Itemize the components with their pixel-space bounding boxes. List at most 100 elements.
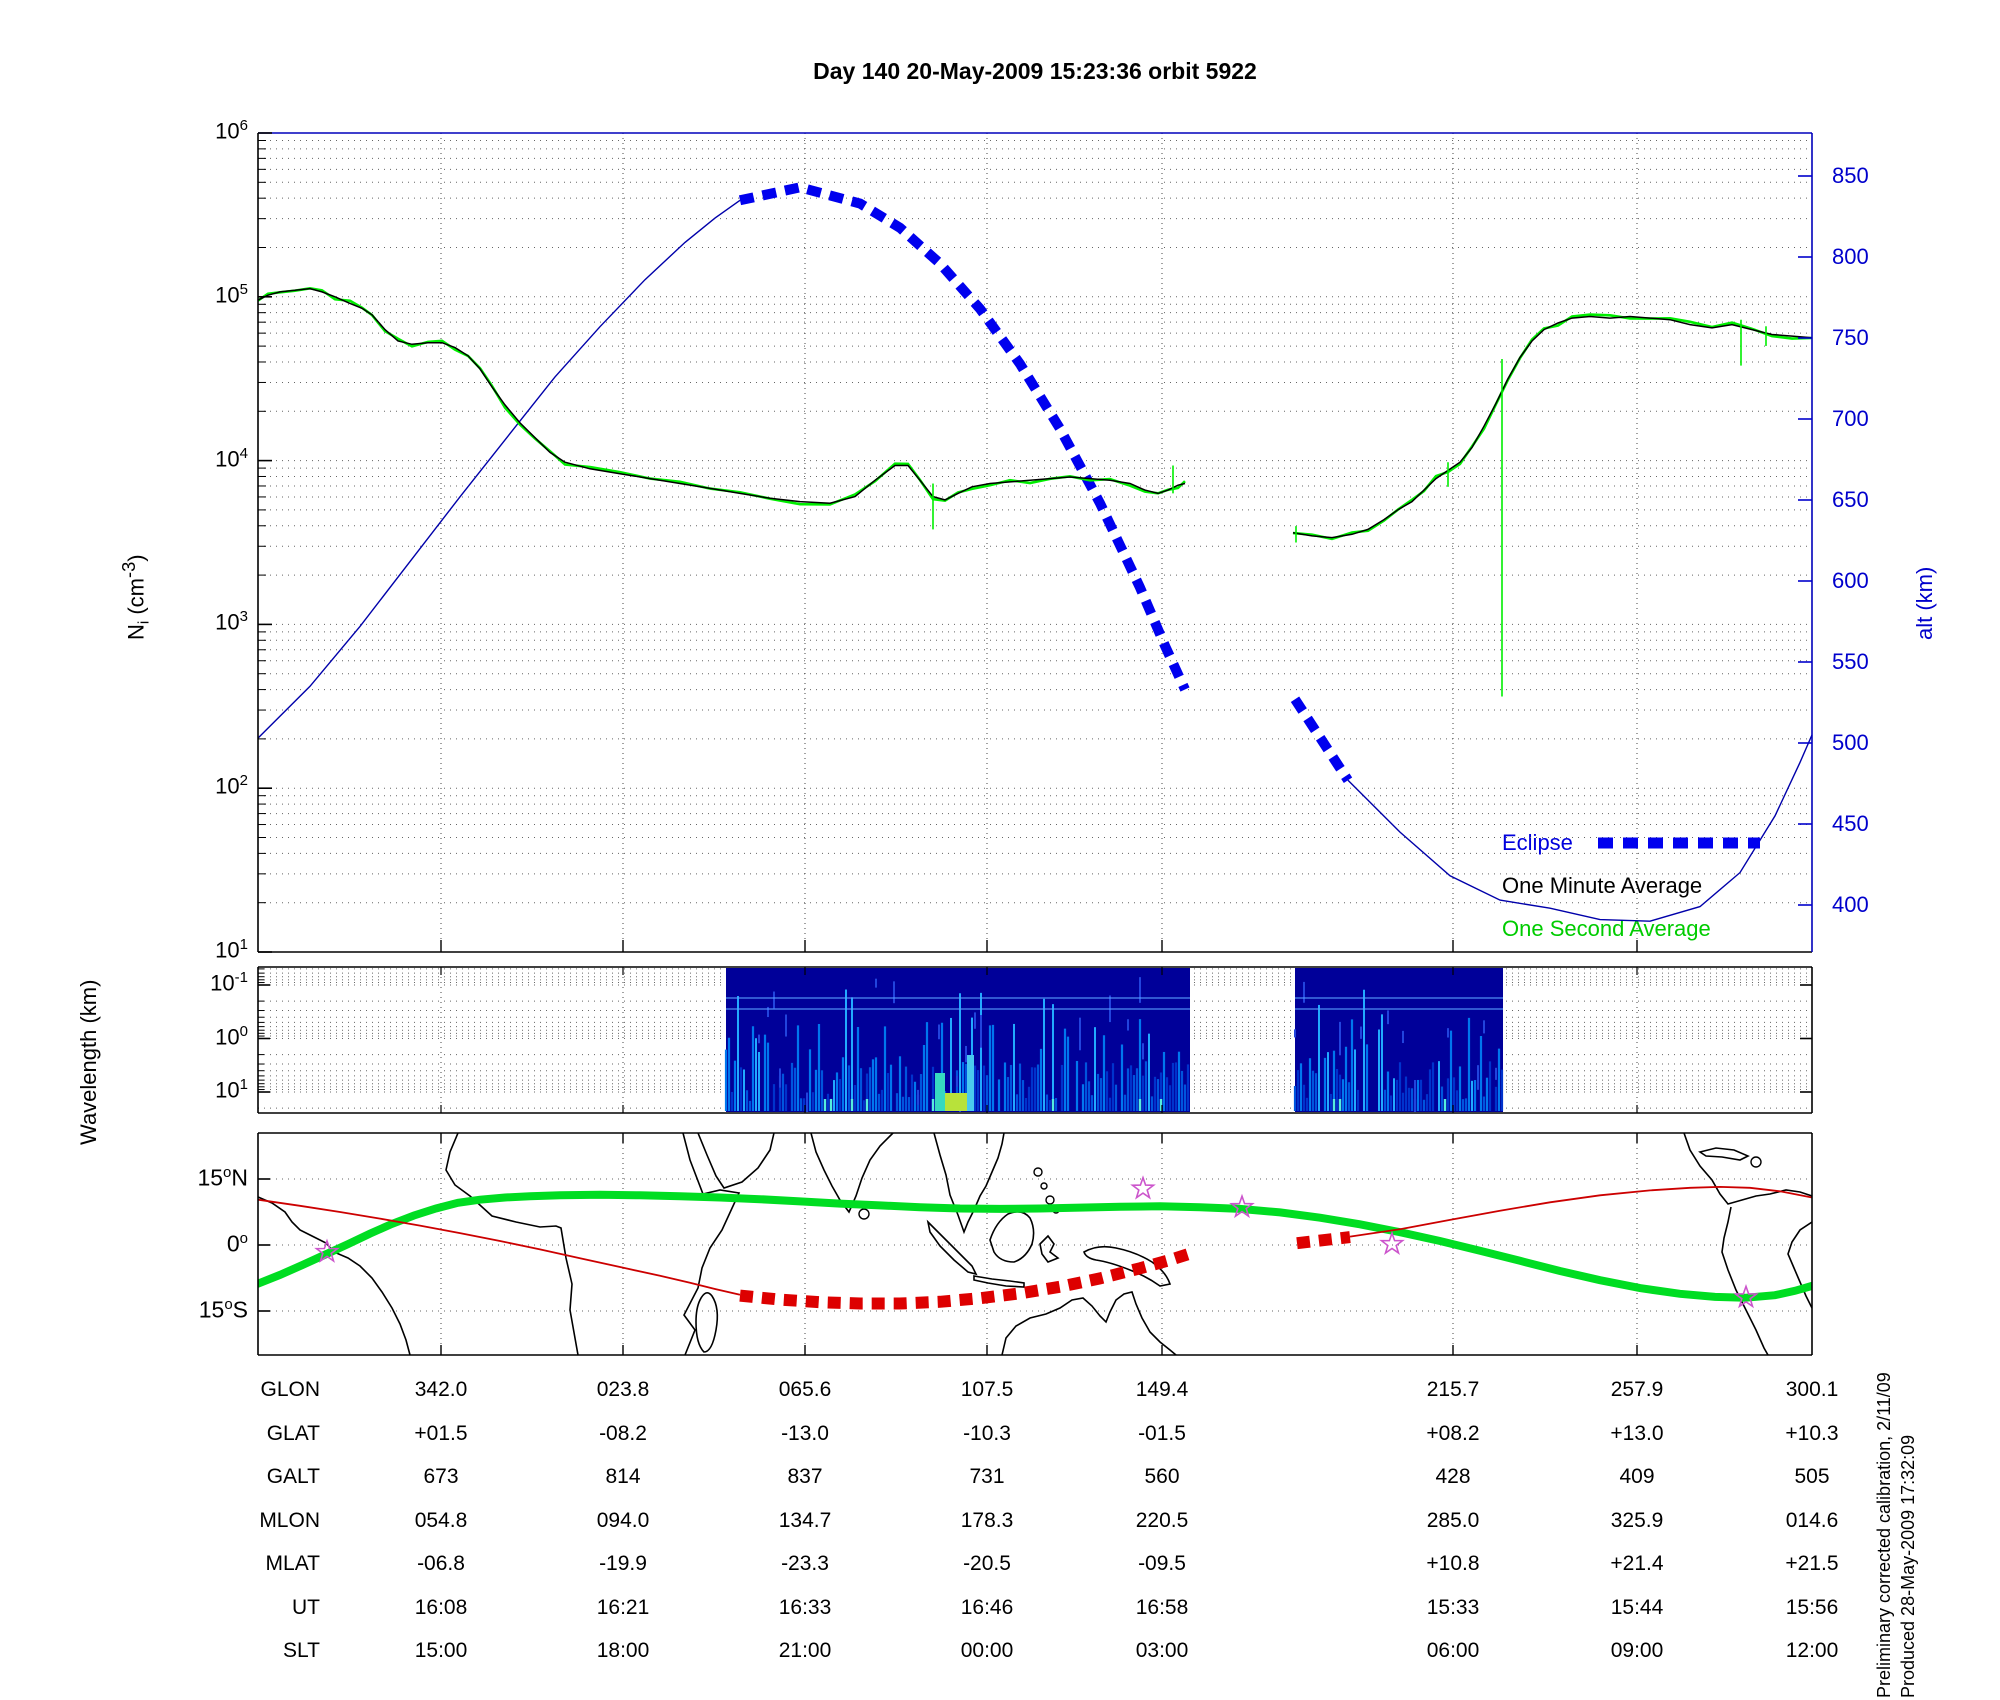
coastline-14 — [1698, 1147, 1750, 1161]
panel1-alt-tick-400: 400 — [1832, 892, 1869, 917]
table-cell-glon-5: 149.4 — [1135, 1378, 1189, 1401]
table-cell-slt-4: 00:00 — [960, 1639, 1014, 1662]
table-cell-glon-1: 342.0 — [414, 1378, 468, 1401]
table-cell-slt-7: 09:00 — [1610, 1639, 1664, 1662]
coastline-11 — [1039, 1234, 1060, 1263]
coastline-12 — [1083, 1245, 1172, 1287]
panel1-alt-tick-800: 800 — [1832, 244, 1869, 269]
table-cell-mlon-2: 094.0 — [596, 1508, 650, 1532]
panel1-alt-tick-700: 700 — [1832, 406, 1869, 431]
table-row-label-slt: SLT — [283, 1639, 320, 1662]
table-cell-galt-7: 409 — [1619, 1465, 1655, 1488]
map-ytick-15N: 15oN — [197, 1164, 248, 1191]
panel1-alt-tick-850: 850 — [1832, 163, 1869, 188]
table-cell-mlat-3: -23.3 — [781, 1552, 829, 1575]
ground-track-red-thin-post — [1349, 1185, 1812, 1238]
table-cell-mlat-4: -20.5 — [963, 1552, 1011, 1575]
plot-title: Day 140 20-May-2009 15:23:36 orbit 5922 — [813, 58, 1257, 84]
ground-track-star-1 — [314, 1238, 340, 1263]
table-cell-mlon-1: 054.8 — [414, 1508, 468, 1532]
table-cell-ut-4: 16:46 — [960, 1595, 1014, 1619]
coastline-1 — [258, 1196, 411, 1355]
table-row-label-mlon: MLON — [259, 1508, 320, 1532]
table-cell-galt-1: 673 — [423, 1465, 459, 1488]
table-cell-glon-6: 215.7 — [1426, 1378, 1480, 1401]
table-cell-galt-2: 814 — [605, 1465, 641, 1488]
table-cell-mlat-1: -06.8 — [417, 1552, 465, 1575]
table-cell-glat-8: +10.3 — [1785, 1421, 1839, 1445]
table-cell-slt-6: 06:00 — [1426, 1639, 1480, 1662]
one-minute-average-curve-1 — [257, 287, 1186, 504]
table-cell-ut-7: 15:44 — [1610, 1595, 1664, 1619]
ground-track-star-3 — [1229, 1193, 1255, 1219]
coastline-10 — [989, 1210, 1035, 1263]
ground-track-star-5 — [1733, 1283, 1759, 1309]
table-cell-slt-1: 15:00 — [414, 1639, 468, 1662]
panel1-alt-tick-450: 450 — [1832, 811, 1869, 836]
coastline-4 — [695, 1292, 719, 1353]
coastline-5 — [697, 1133, 775, 1189]
table-cell-glat-2: -08.2 — [599, 1421, 647, 1445]
table-row-label-ut: UT — [292, 1595, 320, 1619]
table-cell-ut-8: 15:56 — [1785, 1595, 1839, 1619]
panel1-ytick-10e3: 103 — [215, 608, 248, 635]
table-cell-mlon-8: 014.6 — [1785, 1508, 1839, 1532]
table-cell-galt-5: 560 — [1144, 1465, 1180, 1488]
panel1-grid — [258, 133, 1812, 953]
table-row-label-galt: GALT — [266, 1465, 320, 1488]
table-cell-glon-8: 300.1 — [1785, 1378, 1839, 1401]
table-cell-glat-1: +01.5 — [414, 1421, 468, 1445]
panel1-alt-tick-550: 550 — [1832, 649, 1869, 674]
table-cell-mlat-7: +21.4 — [1610, 1552, 1664, 1575]
panel2-grid — [258, 967, 1812, 1113]
ground-track-red-eclipse-2 — [1296, 1231, 1351, 1250]
table-cell-glon-2: 023.8 — [596, 1378, 650, 1401]
map-grid — [258, 1133, 1812, 1355]
table-cell-galt-3: 837 — [787, 1465, 823, 1488]
table-cell-glat-7: +13.0 — [1610, 1421, 1664, 1445]
table-cell-slt-8: 12:00 — [1785, 1639, 1839, 1662]
altitude-curve-post — [1347, 734, 1813, 922]
coastline-13 — [1001, 1291, 1177, 1355]
table-row-label-glat: GLAT — [266, 1421, 320, 1445]
world-map — [258, 1133, 1812, 1355]
table-row-label-glon: GLON — [260, 1378, 320, 1401]
ground-track-red-thin-pre — [258, 1198, 741, 1296]
table-cell-glon-3: 065.6 — [778, 1378, 832, 1401]
coastline-9 — [973, 1275, 1025, 1288]
coastline-3 — [682, 1133, 741, 1355]
table-cell-mlon-7: 325.9 — [1610, 1508, 1664, 1532]
coastline-16 — [1721, 1206, 1769, 1355]
legend-eclipse-label: Eclipse — [1502, 830, 1573, 855]
table-cell-glat-4: -10.3 — [963, 1421, 1011, 1445]
table-cell-ut-6: 15:33 — [1426, 1595, 1480, 1619]
spectrogram-blocks — [724, 968, 1504, 1112]
panel2-ytick-10e0: 100 — [215, 1022, 248, 1049]
table-cell-galt-8: 505 — [1794, 1465, 1830, 1488]
panel1-alt-tick-500: 500 — [1832, 730, 1869, 755]
panel1-ytick-10e5: 105 — [215, 280, 248, 308]
panel2-ytick-10e-1: 10-1 — [210, 969, 248, 996]
table-cell-mlon-6: 285.0 — [1426, 1508, 1480, 1532]
map-ytick-15S: 15oS — [198, 1296, 248, 1323]
table-cell-mlat-6: +10.8 — [1426, 1552, 1480, 1575]
panel1-ytick-10e4: 104 — [215, 444, 248, 471]
table-cell-slt-5: 03:00 — [1135, 1639, 1189, 1662]
table-cell-mlat-5: -09.5 — [1138, 1552, 1186, 1575]
table-cell-ut-3: 16:33 — [778, 1595, 832, 1619]
ground-track-star-2 — [1130, 1175, 1156, 1200]
table-cell-mlat-2: -19.9 — [599, 1552, 647, 1575]
panel1-alt-tick-650: 650 — [1832, 487, 1869, 512]
table-cell-slt-3: 21:00 — [778, 1639, 832, 1662]
panel1-ytick-10e2: 102 — [215, 772, 248, 799]
one-second-average-curve-2 — [1292, 313, 1813, 541]
table-cell-galt-6: 428 — [1435, 1465, 1471, 1488]
table-cell-galt-4: 731 — [969, 1465, 1005, 1488]
table-row-label-mlat: MLAT — [265, 1552, 320, 1575]
table-cell-glat-5: -01.5 — [1138, 1421, 1186, 1445]
table-cell-ut-2: 16:21 — [596, 1595, 650, 1619]
panel1-ytick-10e1: 101 — [215, 936, 248, 963]
panel1-alt-tick-750: 750 — [1832, 325, 1869, 350]
